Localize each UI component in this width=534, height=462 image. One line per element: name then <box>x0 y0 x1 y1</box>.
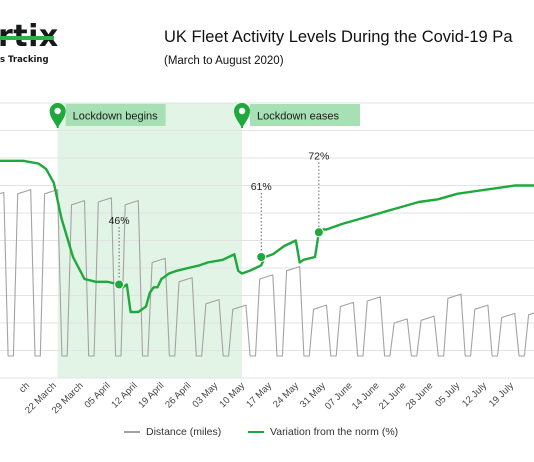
variation-line <box>0 159 534 314</box>
logo: rtix s Tracking <box>0 22 59 66</box>
legend-item-distance: Distance (miles) <box>124 426 221 438</box>
marker-label-bg <box>65 104 166 126</box>
distance-series <box>0 189 534 357</box>
x-tick-label: 26 April <box>163 380 193 410</box>
pin-icon <box>234 103 251 128</box>
annotation-label: 72% <box>308 150 329 162</box>
annotation-dot <box>114 279 125 290</box>
pin-hole <box>54 107 61 115</box>
annotation-dot <box>313 227 324 238</box>
annotation-label: 61% <box>251 181 272 193</box>
pin-icon <box>49 103 66 128</box>
x-tick-label: ch <box>17 380 32 395</box>
x-tick-label: 17 May <box>244 380 274 410</box>
variation-series <box>0 159 534 314</box>
pin-hole <box>238 107 246 115</box>
annotations: 46% 61% 72% <box>109 150 329 290</box>
x-tick-label: 07 June <box>323 380 355 412</box>
x-tick-label: 28 June <box>404 380 436 412</box>
marker-label: Lockdown begins <box>73 111 159 123</box>
x-tick-label: 12 April <box>109 380 139 410</box>
legend-item-variation: Variation from the norm (%) <box>248 426 398 438</box>
marker-label: Lockdown eases <box>257 111 339 123</box>
x-tick-label: 05 April <box>83 380 113 410</box>
annotation-label: 46% <box>109 215 130 227</box>
gridlines <box>0 102 534 379</box>
legend-swatch-distance <box>124 431 140 433</box>
annotation-dot <box>256 252 267 262</box>
x-tick-label: 19 April <box>136 380 166 410</box>
x-tick-label: 12 July <box>460 380 489 409</box>
x-tick-label: 05 July <box>433 380 462 409</box>
legend-label-variation: Variation from the norm (%) <box>270 426 399 438</box>
x-tick-label: 21 June <box>377 380 409 412</box>
distance-line <box>0 189 534 357</box>
legend-swatch-variation <box>248 431 264 433</box>
x-tick-label: 19 July <box>487 380 516 409</box>
chart-title: UK Fleet Activity Levels During the Covi… <box>164 28 513 46</box>
legend-label-distance: Distance (miles) <box>146 426 222 438</box>
chart-subtitle: (March to August 2020) <box>164 55 284 67</box>
x-tick-label: 03 May <box>190 380 220 410</box>
x-tick-label: 24 May <box>271 380 301 410</box>
logo-tagline: s Tracking <box>0 55 49 65</box>
x-tick-label: 14 June <box>350 380 382 412</box>
event-markers: Lockdown begins Lockdown eases <box>49 103 361 128</box>
x-tick-label: 10 May <box>217 380 247 410</box>
logo-accent-bar <box>0 36 54 40</box>
marker-label-bg <box>250 104 361 126</box>
